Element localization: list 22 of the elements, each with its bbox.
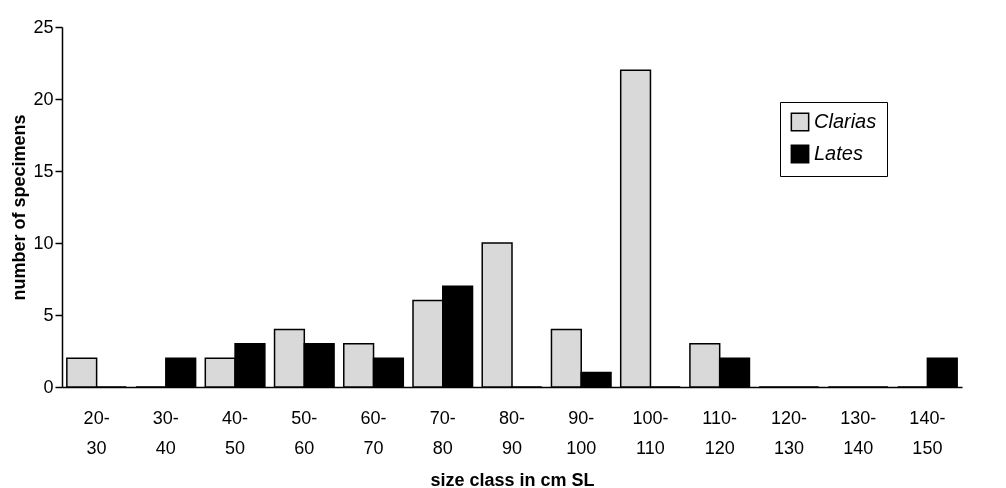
x-tick-label: 90-100 bbox=[566, 407, 597, 458]
y-axis-title: number of specimens bbox=[9, 114, 30, 301]
y-tick-label: 0 bbox=[43, 376, 54, 397]
x-tick-label: 50-60 bbox=[291, 407, 318, 458]
y-tick-label: 25 bbox=[33, 16, 54, 37]
x-tick-label: 140-150 bbox=[909, 407, 946, 458]
y-tick-label: 20 bbox=[33, 88, 54, 109]
x-axis-title: size class in cm SL bbox=[430, 469, 595, 488]
x-tick-label: 60-70 bbox=[360, 407, 387, 458]
x-tick-label: 110-120 bbox=[702, 407, 738, 458]
x-tick-label: 120-130 bbox=[770, 407, 807, 458]
x-tick-label: 40-50 bbox=[222, 407, 249, 458]
legend-label: Lates bbox=[814, 142, 863, 164]
x-tick-label: 130-140 bbox=[840, 407, 877, 458]
legend-label: Clarias bbox=[814, 110, 877, 132]
y-tick-label: 10 bbox=[33, 232, 54, 253]
x-tick-label: 30-40 bbox=[152, 407, 179, 458]
y-tick-label: 15 bbox=[33, 160, 54, 181]
y-tick-label: 5 bbox=[43, 304, 54, 325]
x-tick-label: 20-30 bbox=[83, 407, 110, 458]
x-tick-label: 80-90 bbox=[498, 407, 526, 458]
x-tick-label: 100-110 bbox=[632, 407, 669, 458]
